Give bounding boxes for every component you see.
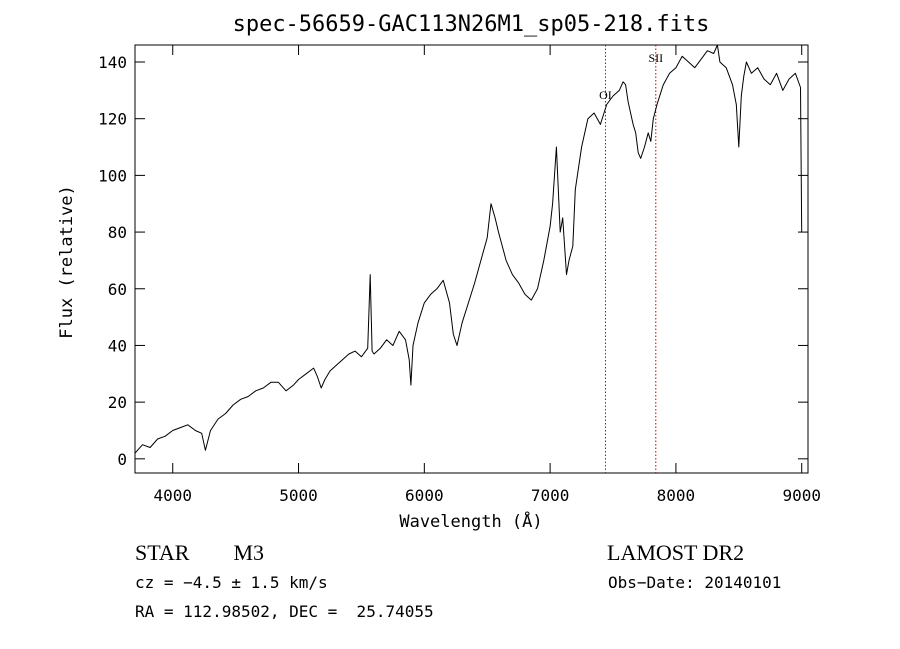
x-tick-label: 9000 [782, 486, 821, 505]
line-annotations: OI SII [599, 45, 663, 473]
y-tick-label: 80 [108, 223, 127, 242]
y-tick-label: 100 [98, 166, 127, 185]
y-tick-label: 0 [117, 450, 127, 469]
observation-date: Obs−Date: 20140101 [608, 573, 782, 592]
y-tick-label: 120 [98, 110, 127, 129]
x-tick-label: 4000 [153, 486, 192, 505]
x-tick-label: 6000 [405, 486, 444, 505]
y-tick-label: 40 [108, 336, 127, 355]
series-flux-line [134, 44, 803, 454]
y-tick-label: 140 [98, 53, 127, 72]
object-subclass: M3 [233, 540, 265, 565]
y-axis: 0 20 40 60 80 100 120 140 [98, 53, 808, 469]
coordinates: RA = 112.98502, DEC = 25.74055 [135, 602, 434, 621]
x-tick-label: 8000 [657, 486, 696, 505]
annotation-label: OI [599, 88, 612, 102]
annotation-label: SII [648, 51, 663, 65]
x-tick-label: 5000 [279, 486, 318, 505]
x-axis-label: Wavelength (Å) [399, 510, 542, 532]
object-class-line: STAR M3 [135, 540, 264, 566]
x-tick-label: 7000 [531, 486, 570, 505]
survey-name: LAMOST DR2 [607, 540, 745, 565]
plot-frame [134, 44, 809, 474]
redshift-velocity: cz = −4.5 ± 1.5 km/s [135, 573, 328, 592]
y-axis-label: Flux (relative) [57, 185, 77, 339]
object-class: STAR [135, 540, 190, 565]
y-tick-label: 60 [108, 280, 127, 299]
chart-title: spec-56659-GAC113N26M1_sp05-218.fits [233, 12, 710, 37]
x-axis: 4000 5000 6000 7000 8000 9000 [153, 45, 821, 505]
y-tick-label: 20 [108, 393, 127, 412]
